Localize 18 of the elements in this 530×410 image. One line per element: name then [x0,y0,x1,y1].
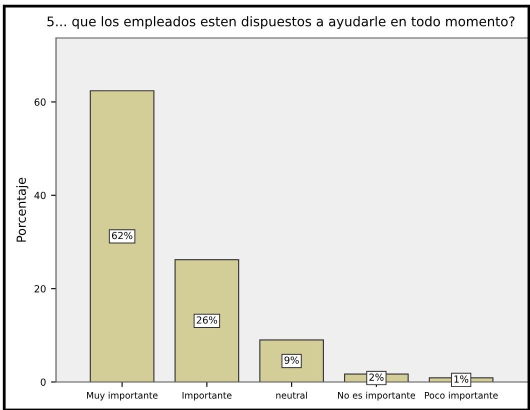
x-tick-label: No es importante [338,392,416,400]
y-axis-title: Porcentaje [16,178,28,242]
bar [90,90,154,382]
x-tick-label: Muy importante [87,392,158,400]
y-tick-label: 20 [34,285,46,292]
x-tick-label: Poco importante [424,392,498,400]
y-tick-label: 60 [34,98,46,106]
x-tick-label: Importante [182,392,232,400]
chart-title: 5... que los empleados esten dispuestos a ayudarle en todo momento? [47,16,514,29]
data-label: 9% [284,356,299,364]
data-label: 1% [454,375,468,383]
bar [174,259,240,382]
data-label: 26% [196,316,218,324]
y-tick-label: 0 [40,378,46,386]
x-tick-label: neutral [276,392,307,399]
y-tick-label: 40 [34,192,46,200]
data-label: 62% [112,232,132,240]
data-label: 2% [369,374,384,381]
